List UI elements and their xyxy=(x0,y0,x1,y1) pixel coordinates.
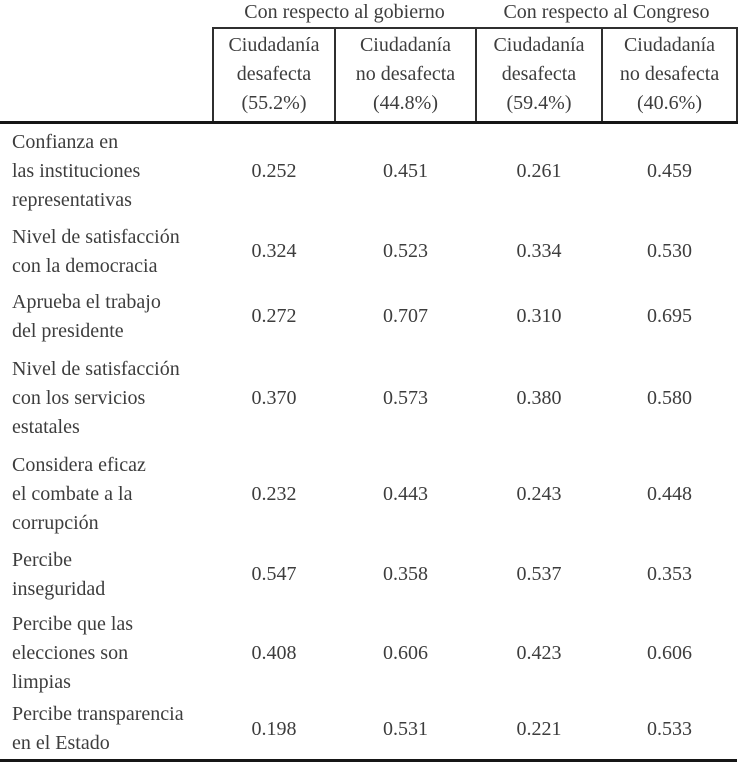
column-header-no-desafecta-gobierno: Ciudadanía no desafecta (44.8%) xyxy=(334,27,477,124)
value-cell: 0.408 xyxy=(251,642,297,664)
row-label: Percibe que las elecciones son limpias xyxy=(12,613,134,693)
value-cell: 0.533 xyxy=(602,700,738,762)
value-cell: 0.370 xyxy=(251,386,297,409)
value-cell: 0.523 xyxy=(383,240,428,262)
group-header-row: Con respecto al gobierno Con respecto al… xyxy=(0,0,737,28)
column-header-row: Ciudadanía desafecta (55.2%) Ciudadanía … xyxy=(0,27,739,124)
value-cell: 0.537 xyxy=(516,563,562,585)
table-row: Percibe inseguridad 0.547 0.358 0.537 0.… xyxy=(0,542,737,607)
value-cell: 0.573 xyxy=(383,386,428,409)
column-header-no-desafecta-congreso: Ciudadanía no desafecta (40.6%) xyxy=(600,27,739,124)
row-label: Nivel de satisfacción con los servicios … xyxy=(12,357,180,438)
value-cell: 0.198 xyxy=(213,700,335,762)
header-blank-cell xyxy=(0,28,213,124)
value-cell: 0.451 xyxy=(383,159,428,182)
value-cell: 0.606 xyxy=(647,642,692,664)
table-row: Percibe transparencia en el Estado 0.198… xyxy=(0,700,738,762)
group-header-gobierno: Con respecto al gobierno xyxy=(244,1,445,23)
table-row: Nivel de satisfacción con los servicios … xyxy=(0,349,737,447)
value-cell: 0.272 xyxy=(251,305,297,327)
value-cell: 0.531 xyxy=(335,700,476,762)
table-row: Confianza en las instituciones represent… xyxy=(0,122,737,219)
table-row: Considera eficaz el combate a la corrupc… xyxy=(0,447,737,542)
value-cell: 0.252 xyxy=(251,159,297,182)
row-label: Aprueba el trabajo del presidente xyxy=(12,290,161,342)
column-header-desafecta-congreso: Ciudadanía desafecta (59.4%) xyxy=(475,27,603,124)
value-cell: 0.448 xyxy=(647,483,692,505)
row-label: Confianza en las instituciones represent… xyxy=(12,130,141,211)
value-cell: 0.232 xyxy=(251,483,297,505)
value-cell: 0.530 xyxy=(647,240,692,262)
value-cell: 0.324 xyxy=(251,240,297,262)
value-cell: 0.353 xyxy=(647,563,692,585)
row-label: Percibe transparencia en el Estado xyxy=(0,700,213,762)
value-cell: 0.707 xyxy=(383,305,428,327)
value-cell: 0.580 xyxy=(647,386,692,409)
value-cell: 0.243 xyxy=(516,483,562,505)
corner-blank-cell xyxy=(0,0,213,28)
value-cell: 0.695 xyxy=(647,305,692,327)
table-row: Nivel de satisfacción con la democracia … xyxy=(0,219,737,284)
value-cell: 0.547 xyxy=(251,563,297,585)
value-cell: 0.334 xyxy=(516,240,562,262)
value-cell: 0.443 xyxy=(383,483,428,505)
table-row: Aprueba el trabajo del presidente 0.272 … xyxy=(0,284,737,349)
row-label: Nivel de satisfacción con la democracia xyxy=(12,225,180,277)
value-cell: 0.606 xyxy=(383,642,428,664)
table-row: Percibe que las elecciones son limpias 0… xyxy=(0,607,737,700)
group-header-congreso: Con respecto al Congreso xyxy=(503,1,710,23)
value-cell: 0.358 xyxy=(383,563,428,585)
value-cell: 0.380 xyxy=(516,386,562,409)
value-cell: 0.459 xyxy=(647,159,692,182)
value-cell: 0.423 xyxy=(516,642,562,664)
column-header-desafecta-gobierno: Ciudadanía desafecta (55.2%) xyxy=(212,27,336,124)
value-cell: 0.221 xyxy=(476,700,602,762)
value-cell: 0.261 xyxy=(516,159,562,182)
value-cell: 0.310 xyxy=(516,305,562,327)
row-label: Percibe inseguridad xyxy=(12,548,106,600)
row-label: Considera eficaz el combate a la corrupc… xyxy=(12,454,146,534)
